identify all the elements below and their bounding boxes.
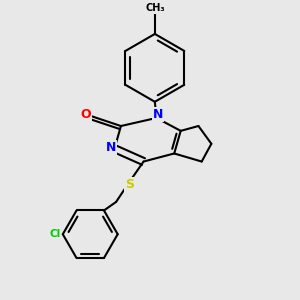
Text: N: N [106, 142, 116, 154]
Text: Cl: Cl [49, 229, 60, 239]
Text: N: N [153, 108, 163, 121]
Text: O: O [81, 108, 92, 121]
Text: S: S [125, 178, 134, 191]
Text: CH₃: CH₃ [145, 3, 165, 13]
